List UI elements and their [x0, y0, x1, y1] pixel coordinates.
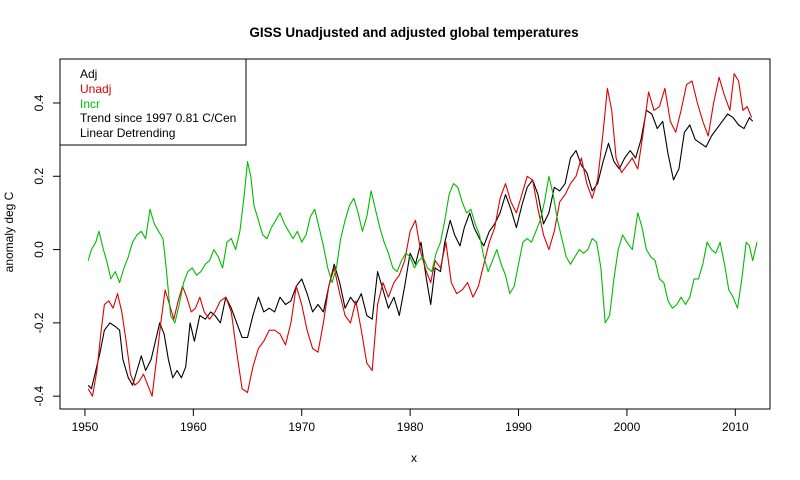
legend: Adj Unadj Incr Trend since 1997 0.81 C/C… — [59, 58, 247, 146]
x-axis-label: x — [411, 451, 417, 465]
x-tick-label: 2010 — [722, 420, 749, 434]
legend-box — [59, 58, 247, 146]
series-line-unadj — [87, 73, 753, 397]
y-axis: -0.4 -0.2 0.0 0.2 0.4 — [32, 94, 61, 407]
legend-entry-adj: Adj — [80, 67, 97, 81]
y-tick-label: 0.4 — [32, 94, 46, 111]
y-tick-label: 0.0 — [32, 241, 46, 258]
x-axis: 1950 1960 1970 1980 1990 2000 2010 — [72, 408, 749, 434]
y-tick-label: -0.4 — [32, 386, 46, 407]
legend-entry-detrending: Linear Detrending — [80, 126, 175, 140]
x-tick-label: 1990 — [505, 420, 532, 434]
series-line-incr — [87, 161, 758, 324]
series-layer — [87, 73, 758, 397]
y-tick-label: -0.2 — [32, 312, 46, 333]
x-tick-label: 2000 — [614, 420, 641, 434]
legend-entry-trend: Trend since 1997 0.81 C/Cen — [80, 111, 236, 125]
y-tick-label: 0.2 — [32, 168, 46, 185]
x-tick-label: 1980 — [397, 420, 424, 434]
x-tick-label: 1970 — [288, 420, 315, 434]
series-line-adj — [87, 109, 754, 390]
legend-entry-incr: Incr — [80, 97, 100, 111]
x-tick-label: 1960 — [180, 420, 207, 434]
chart-title: GISS Unadjusted and adjusted global temp… — [249, 25, 578, 40]
legend-entry-unadj: Unadj — [80, 82, 111, 96]
x-tick-label: 1950 — [72, 420, 99, 434]
y-axis-label: anomaly deg C — [2, 191, 16, 272]
